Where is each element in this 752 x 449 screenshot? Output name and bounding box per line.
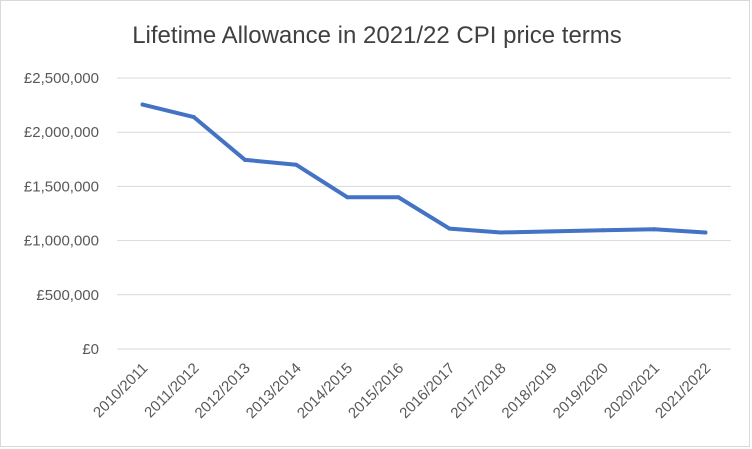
data-point xyxy=(396,195,401,200)
y-tick-label: £0 xyxy=(82,341,99,358)
y-tick-label: £500,000 xyxy=(36,287,99,304)
x-tick-label: 2010/2011 xyxy=(90,360,151,421)
data-point xyxy=(242,157,247,162)
x-tick-label: 2021/2022 xyxy=(652,360,714,422)
data-point xyxy=(601,228,606,233)
x-axis-ticks: 2010/20112011/20122012/20132013/20142014… xyxy=(90,360,714,422)
data-point xyxy=(549,229,554,234)
data-point xyxy=(345,195,350,200)
data-point xyxy=(498,230,503,235)
y-tick-label: £1,500,000 xyxy=(24,178,99,195)
data-point xyxy=(447,226,452,231)
data-point xyxy=(191,115,196,120)
y-tick-label: £2,500,000 xyxy=(24,70,99,87)
data-point xyxy=(140,102,145,107)
y-tick-label: £2,000,000 xyxy=(24,124,99,141)
data-point xyxy=(703,230,708,235)
y-tick-label: £1,000,000 xyxy=(24,233,99,250)
series-layer xyxy=(140,102,708,235)
data-point xyxy=(652,227,657,232)
data-point xyxy=(294,162,299,167)
y-axis-ticks: £0 £500,000 £1,000,000 £1,500,000 £2,000,000… xyxy=(24,70,99,358)
series-line xyxy=(140,102,708,235)
gridlines xyxy=(117,77,731,350)
chart-title: Lifetime Allowance in 2021/22 CPI price … xyxy=(132,22,622,49)
